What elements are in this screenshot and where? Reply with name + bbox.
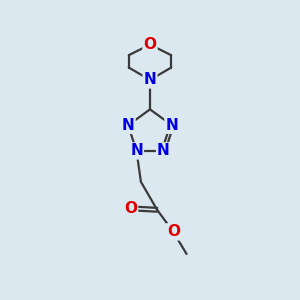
Text: N: N — [130, 143, 143, 158]
Text: N: N — [157, 143, 170, 158]
Text: O: O — [167, 224, 180, 239]
Text: O: O — [143, 37, 157, 52]
Text: N: N — [144, 72, 156, 87]
Text: O: O — [124, 201, 137, 216]
Text: N: N — [122, 118, 134, 133]
Text: N: N — [166, 118, 178, 133]
